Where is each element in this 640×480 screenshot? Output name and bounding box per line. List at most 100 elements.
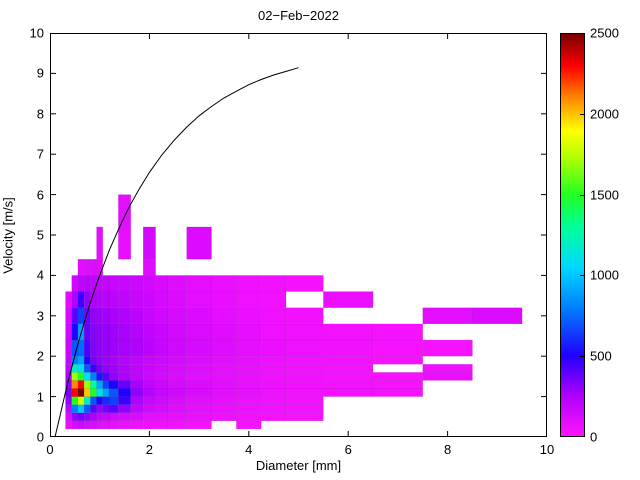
heatmap-cell xyxy=(155,396,169,405)
heatmap-cell xyxy=(186,323,212,341)
heatmap-cell xyxy=(90,420,97,430)
heatmap-cell xyxy=(90,275,97,292)
colorbar-tick xyxy=(580,356,585,358)
heatmap-cell xyxy=(102,396,110,405)
x-tick-label: 0 xyxy=(46,442,54,457)
heatmap-cell xyxy=(118,339,132,357)
heatmap-cell xyxy=(83,412,91,422)
y-tick-label: 0 xyxy=(36,429,44,445)
heatmap-cell xyxy=(83,396,91,405)
heatmap-cell xyxy=(155,291,169,308)
heatmap-cell xyxy=(96,364,104,373)
heatmap-cell xyxy=(236,388,262,397)
heatmap-cell xyxy=(323,364,374,373)
heatmap-cell xyxy=(130,380,144,389)
heatmap-cell xyxy=(71,307,79,325)
heatmap-cell xyxy=(285,355,324,365)
heatmap-cell xyxy=(90,396,97,405)
heatmap-cell xyxy=(155,307,169,325)
heatmap-cell xyxy=(186,226,212,260)
heatmap-cell xyxy=(130,388,144,397)
heatmap-cell xyxy=(118,420,132,430)
heatmap-cell xyxy=(186,372,212,381)
heatmap-cell xyxy=(96,291,104,308)
heatmap-cell xyxy=(96,396,104,405)
heatmap-cell xyxy=(323,380,374,389)
heatmap-cell xyxy=(130,412,144,422)
heatmap-cell xyxy=(83,275,91,292)
heatmap-cell xyxy=(130,355,144,365)
heatmap-cell xyxy=(142,364,156,373)
y-tick-label: 9 xyxy=(36,65,44,81)
heatmap-cell xyxy=(236,372,262,381)
heatmap-cell xyxy=(236,404,262,414)
heatmap-cell xyxy=(167,291,187,308)
heatmap-cell xyxy=(118,307,132,325)
heatmap-cell xyxy=(155,323,169,341)
heatmap-cell xyxy=(422,372,473,381)
heatmap-cell xyxy=(108,380,119,389)
colorbar-tick-label: 2500 xyxy=(590,25,619,41)
heatmap-cell xyxy=(260,380,287,389)
heatmap-cell xyxy=(142,307,156,325)
heatmap-cell xyxy=(372,339,423,357)
heatmap-cell xyxy=(77,355,85,365)
heatmap-cell xyxy=(96,420,104,430)
heatmap-cell xyxy=(90,380,97,389)
colorbar-tick-label: 0 xyxy=(590,429,598,445)
heatmap-cell xyxy=(167,372,187,381)
heatmap-cell xyxy=(77,388,85,397)
heatmap-cell xyxy=(260,396,287,405)
heatmap-cell xyxy=(77,291,85,308)
heatmap-cell xyxy=(236,323,262,341)
heatmap-cell xyxy=(186,380,212,389)
colorbar-tick xyxy=(580,275,585,277)
heatmap-cell xyxy=(118,372,132,381)
heatmap-cell xyxy=(118,364,132,373)
heatmap-cell xyxy=(130,372,144,381)
heatmap-cell xyxy=(90,364,97,373)
heatmap-cell xyxy=(211,339,237,357)
heatmap-cell xyxy=(118,291,132,308)
heatmap-cell xyxy=(130,291,144,308)
heatmap-cell xyxy=(102,420,110,430)
heatmap-cell xyxy=(236,380,262,389)
heatmap-cell xyxy=(285,412,324,422)
colorbar-tick xyxy=(580,436,585,437)
heatmap-cell xyxy=(71,412,79,422)
heatmap-cell xyxy=(102,323,110,341)
heatmap-cell xyxy=(118,323,132,341)
heatmap-cell xyxy=(118,412,132,422)
heatmap-cell xyxy=(186,412,212,422)
heatmap-cell xyxy=(108,291,119,308)
heatmap-cell xyxy=(102,291,110,308)
heatmap-cell xyxy=(167,380,187,389)
heatmap-cell xyxy=(108,323,119,341)
heatmap-cell xyxy=(155,388,169,397)
heatmap-cell xyxy=(211,323,237,341)
heatmap-cell xyxy=(167,323,187,341)
heatmap-cell xyxy=(260,355,287,365)
heatmap-cell xyxy=(323,388,374,397)
heatmap-cell xyxy=(285,323,324,341)
heatmap-cell xyxy=(260,404,287,414)
heatmap-cell xyxy=(211,275,237,292)
heatmap-cell xyxy=(260,339,287,357)
heatmap-cell xyxy=(118,404,132,414)
heatmap-cell xyxy=(102,372,110,381)
heatmap-cell xyxy=(422,364,473,373)
heatmap-cell xyxy=(96,380,104,389)
heatmap-cell xyxy=(96,412,104,422)
heatmap-cell xyxy=(83,339,91,357)
heatmap-cell xyxy=(211,380,237,389)
heatmap-cell xyxy=(90,412,97,422)
y-tick-label: 10 xyxy=(29,25,44,41)
heatmap-cell xyxy=(236,412,262,422)
heatmap-cell xyxy=(260,388,287,397)
heatmap-cell xyxy=(96,323,104,341)
heatmap-cell xyxy=(285,364,324,373)
heatmap-cell xyxy=(96,404,104,414)
heatmap-cell xyxy=(236,355,262,365)
heatmap-cell xyxy=(211,404,237,414)
heatmap-cell xyxy=(77,412,85,422)
